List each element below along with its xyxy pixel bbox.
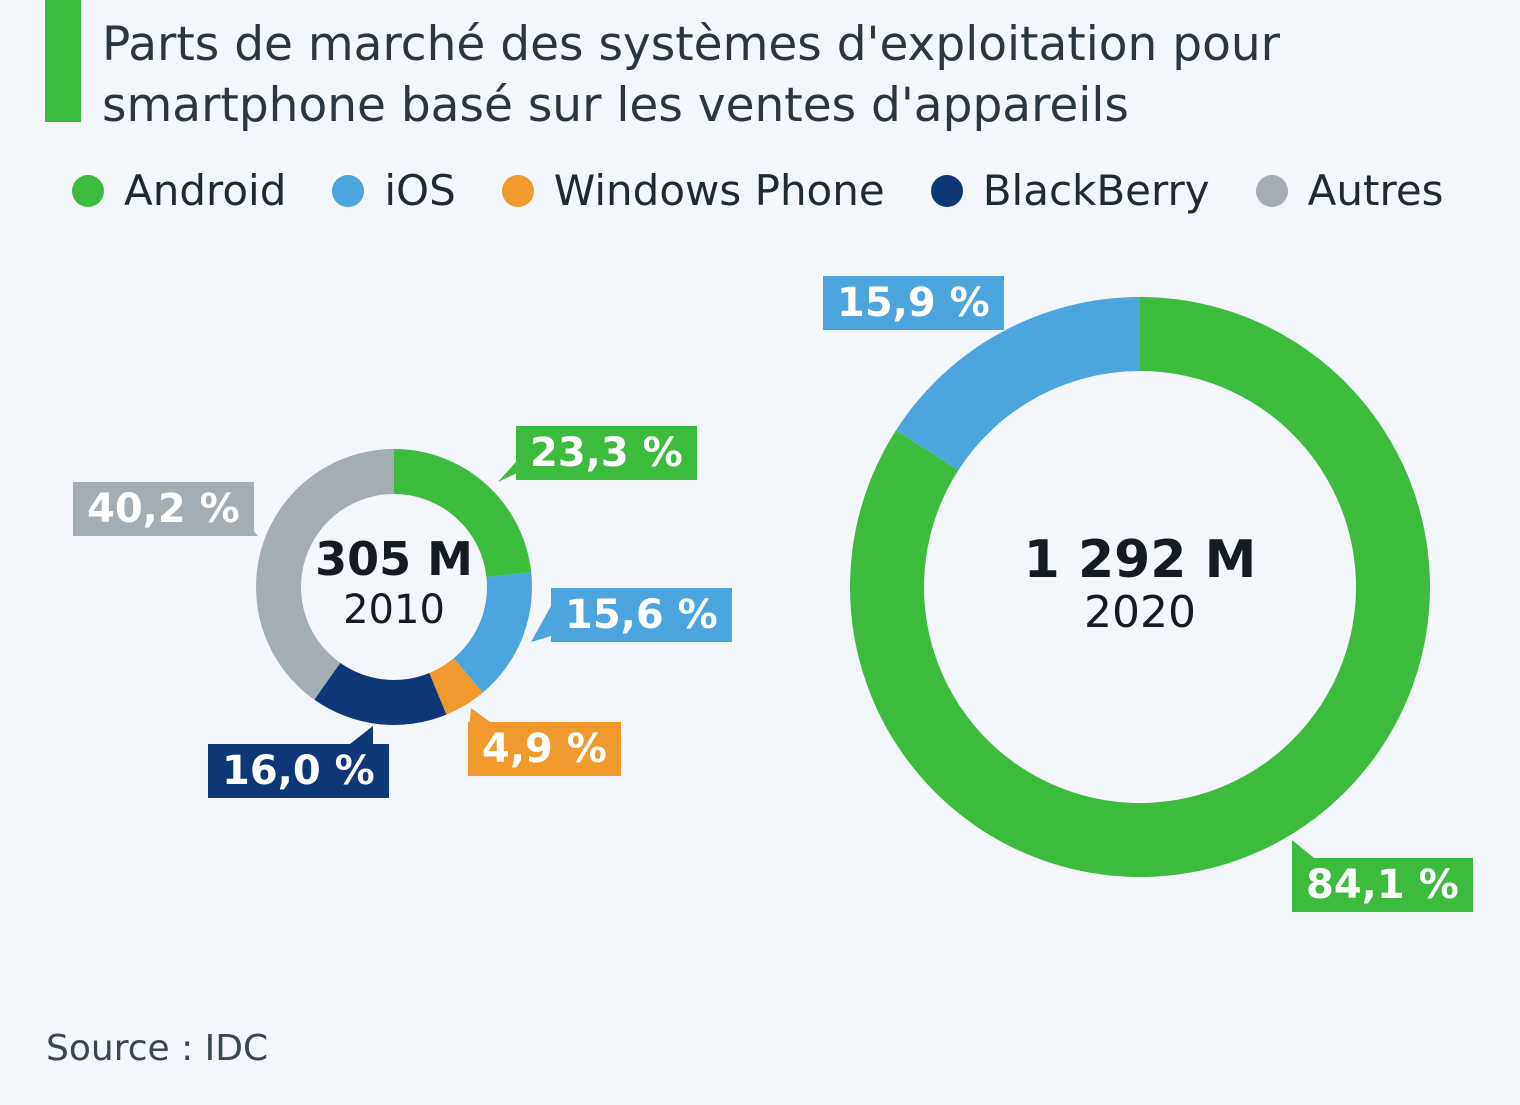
callout-pointer-2010-ios [531,606,551,642]
legend-label-autres: Autres [1307,166,1444,215]
slice-2010-ios [453,572,532,693]
total-label-2020: 1 292 M [1024,530,1257,590]
data-label-2020-android: 84,1 % [1292,858,1473,912]
title-accent-bar [45,0,81,122]
donut-2020 [850,297,1430,877]
legend-item-blackberry: BlackBerry [930,166,1210,215]
data-label-2020-ios: 15,9 % [823,276,1004,330]
year-label-2020: 2020 [1084,587,1196,638]
legend-dot-android [72,174,104,207]
legend-dot-ios [332,174,365,207]
legend-dot-windows-phone [501,174,534,207]
slice-2010-windows-phone [429,658,483,715]
slice-2010-blackberry [314,662,447,725]
legend-label-windows-phone: Windows Phone [553,166,885,215]
legend-dot-autres [1255,174,1288,207]
source-note: Source : IDC [46,1028,269,1069]
legend-label-android: Android [124,166,287,215]
callout-pointer-2020-android [1292,840,1314,858]
legend-item-android: Android [72,166,286,215]
legend: Android iOS Windows Phone BlackBerry Aut… [72,166,1490,215]
legend-item-ios: iOS [332,166,456,215]
data-label-2010-autres: 40,2 % [73,482,254,536]
legend-dot-blackberry [930,174,963,207]
legend-item-autres: Autres [1255,166,1444,215]
legend-item-windows-phone: Windows Phone [501,166,885,215]
legend-label-blackberry: BlackBerry [982,166,1210,215]
slice-2020-ios [896,297,1140,471]
data-label-2010-ios: 15,6 % [551,588,732,642]
data-label-2010-windows-phone: 4,9 % [468,722,621,776]
total-label-2010: 305 M [315,532,473,586]
slice-2010-autres [255,449,394,700]
data-label-2010-android: 23,3 % [516,426,697,480]
donut-2010 [255,449,532,725]
legend-label-ios: iOS [384,166,456,215]
chart-title: Parts de marché des systèmes d'exploitat… [102,17,1280,133]
data-label-2010-blackberry: 16,0 % [208,744,389,798]
callout-pointer-2010-blackberry [350,726,373,744]
slice-2010-android [394,449,532,578]
year-label-2010: 2010 [343,587,445,633]
